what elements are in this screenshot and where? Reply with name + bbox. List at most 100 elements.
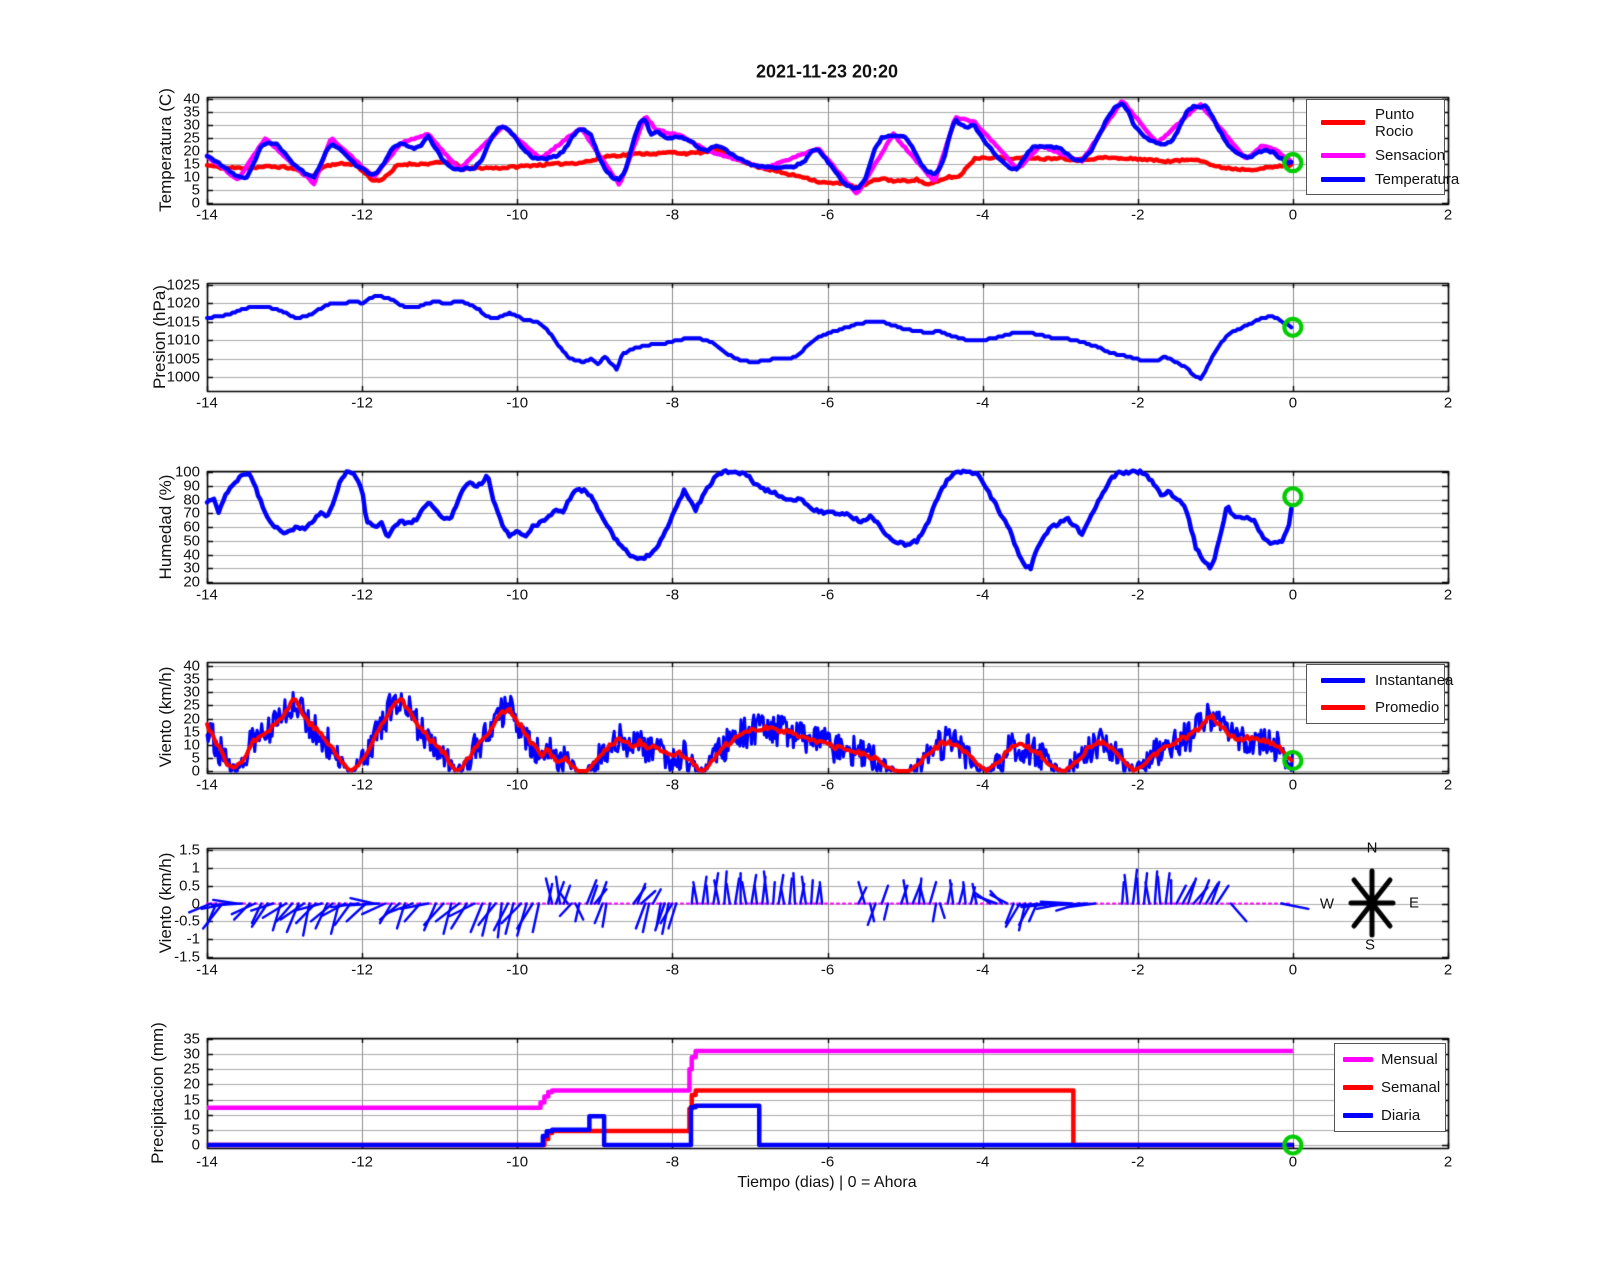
legend-item: Mensual bbox=[1335, 1051, 1445, 1068]
x-tick-label: -12 bbox=[351, 776, 373, 794]
y-tick-label: 15 bbox=[183, 723, 200, 741]
y-tick-label: 100 bbox=[174, 463, 200, 481]
y-tick-label: 35 bbox=[183, 1030, 200, 1048]
legend-swatch-mensual bbox=[1343, 1057, 1373, 1063]
x-tick-label: -4 bbox=[975, 961, 990, 979]
y-tick-label: 40 bbox=[183, 90, 200, 108]
x-tick-label: -6 bbox=[820, 394, 835, 412]
x-tick-label: -12 bbox=[351, 586, 373, 604]
x-tick-label: 0 bbox=[1288, 586, 1298, 604]
x-tick-label: -8 bbox=[665, 1153, 680, 1171]
x-tick-label: -12 bbox=[351, 1153, 373, 1171]
x-tick-label: 2 bbox=[1443, 776, 1453, 794]
compass-east-label: E bbox=[1408, 894, 1420, 912]
x-tick-label: -2 bbox=[1131, 1153, 1145, 1171]
y-tick-label: 20 bbox=[183, 142, 200, 160]
y-tick-label: 40 bbox=[183, 546, 200, 563]
x-tick-label: 0 bbox=[1288, 776, 1298, 794]
y-tick-label: 10 bbox=[183, 1106, 200, 1124]
x-tick-label: -4 bbox=[975, 206, 990, 224]
legend-item: Semanal bbox=[1335, 1079, 1445, 1096]
y-tick-label: 25 bbox=[183, 129, 200, 147]
y-tick-label: 90 bbox=[183, 477, 200, 495]
y-tick-label: 1000 bbox=[166, 368, 200, 386]
x-tick-label: -10 bbox=[506, 394, 529, 412]
legend-item-label: Instantanea bbox=[1375, 672, 1454, 689]
y-tick-label: 15 bbox=[183, 1091, 200, 1109]
x-tick-label: 2 bbox=[1443, 206, 1453, 224]
x-tick-label: -6 bbox=[820, 776, 835, 794]
y-tick-label: 35 bbox=[183, 103, 200, 121]
x-tick-label: -10 bbox=[506, 206, 529, 224]
x-tick-label: -2 bbox=[1131, 586, 1145, 604]
y-tick-label: 1025 bbox=[166, 276, 200, 294]
y-tick-label: 1020 bbox=[166, 294, 200, 312]
y-tick-label: 0.5 bbox=[179, 877, 200, 895]
y-tick-label: 40 bbox=[183, 657, 200, 675]
y-tick-label: 1005 bbox=[166, 350, 200, 368]
y-axis-label-temperatura: Temperatura (C) bbox=[156, 88, 175, 212]
legend-item: Punto Rocio bbox=[1307, 106, 1444, 140]
legend-item: Promedio bbox=[1307, 699, 1444, 716]
legend-item-label: Semanal bbox=[1381, 1078, 1441, 1096]
x-tick-label: -2 bbox=[1131, 961, 1145, 979]
y-tick-label: 70 bbox=[183, 504, 200, 522]
y-tick-label: 25 bbox=[183, 1060, 200, 1078]
x-tick-label: -2 bbox=[1131, 394, 1145, 412]
legend-swatch-diaria bbox=[1343, 1112, 1373, 1118]
x-tick-label: -4 bbox=[975, 586, 990, 604]
x-tick-label: 0 bbox=[1288, 206, 1298, 224]
x-tick-label: 0 bbox=[1288, 394, 1298, 412]
y-axis-label-humedad: Humedad (%) bbox=[156, 474, 175, 580]
x-tick-label: -14 bbox=[196, 1153, 218, 1171]
y-tick-label: 1010 bbox=[166, 331, 200, 349]
y-tick-label: 0 bbox=[191, 895, 200, 912]
x-tick-label: 0 bbox=[1288, 1153, 1298, 1171]
compass-west-label: W bbox=[1319, 895, 1335, 913]
x-tick-label: -10 bbox=[506, 776, 529, 794]
y-tick-label: 60 bbox=[183, 518, 200, 536]
y-tick-label: 10 bbox=[183, 736, 200, 754]
y-tick-label: 1 bbox=[191, 859, 200, 877]
y-tick-label: -1.5 bbox=[174, 948, 200, 966]
x-tick-label: 2 bbox=[1443, 1153, 1453, 1171]
legend-item: Diaria bbox=[1335, 1107, 1445, 1124]
y-tick-label: 20 bbox=[183, 710, 200, 727]
y-tick-label: 15 bbox=[183, 155, 200, 173]
compass-south-label: S bbox=[1364, 936, 1376, 954]
x-tick-label: -10 bbox=[506, 586, 529, 604]
x-tick-label: -10 bbox=[506, 961, 529, 979]
legend-item: Instantanea bbox=[1307, 672, 1453, 689]
x-tick-label: -12 bbox=[351, 394, 373, 412]
x-axis-label: Tiempo (dias) | 0 = Ahora bbox=[737, 1174, 917, 1191]
compass-north-label: N bbox=[1366, 839, 1378, 857]
legend-swatch-instantanea bbox=[1321, 678, 1365, 683]
x-tick-label: -8 bbox=[665, 206, 680, 224]
legend-precipitacion: Mensual Semanal Diaria bbox=[1334, 1043, 1446, 1132]
x-tick-label: 2 bbox=[1443, 961, 1453, 979]
x-tick-label: -6 bbox=[820, 206, 835, 224]
y-axis-label-viento-velocidad: Viento (km/h) bbox=[156, 666, 175, 768]
legend-swatch-semanal bbox=[1343, 1084, 1373, 1090]
legend-temperatura: Punto Rocio Sensacion Temperatura bbox=[1306, 99, 1459, 195]
y-tick-label: 30 bbox=[183, 559, 200, 577]
x-tick-label: -6 bbox=[820, 1153, 835, 1171]
y-tick-label: 5 bbox=[191, 1121, 200, 1139]
y-tick-label: -0.5 bbox=[174, 912, 200, 930]
legend-swatch-promedio bbox=[1321, 705, 1365, 710]
x-tick-label: -12 bbox=[351, 961, 373, 979]
x-tick-label: -14 bbox=[196, 961, 218, 979]
x-tick-label: -8 bbox=[665, 776, 680, 794]
figure-title: 2021-11-23 20:20 bbox=[755, 61, 899, 82]
legend-swatch-sensacion bbox=[1321, 152, 1365, 158]
x-tick-label: -14 bbox=[196, 394, 218, 412]
y-tick-label: 5 bbox=[191, 181, 200, 199]
x-tick-label: -8 bbox=[665, 586, 680, 604]
x-tick-label: -2 bbox=[1131, 776, 1145, 794]
legend-item-label: Diaria bbox=[1381, 1106, 1421, 1124]
x-tick-label: -2 bbox=[1131, 206, 1145, 224]
y-tick-label: 0 bbox=[191, 1136, 200, 1154]
x-tick-label: 2 bbox=[1443, 394, 1453, 412]
y-axis-label-viento-direccion: Viento (km/h) bbox=[156, 852, 175, 954]
y-tick-label: 30 bbox=[183, 1045, 200, 1063]
